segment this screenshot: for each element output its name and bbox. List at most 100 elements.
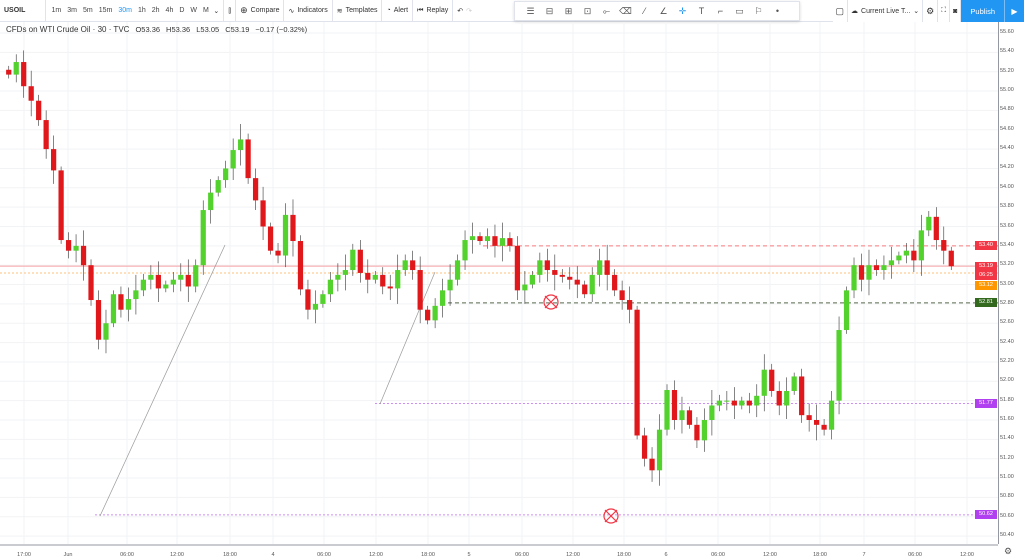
expand-icon: ⛶	[941, 7, 947, 14]
right-toolbar: ▢ ☁ Current Live T... ⌄ ⚙ ⛶ ◙ Publish ▶	[832, 0, 1024, 22]
candle-body	[65, 240, 72, 251]
candle-body	[36, 100, 42, 121]
gann-box-icon[interactable]: ⊡	[583, 5, 592, 16]
horizontal-ray-icon[interactable]: ⟜	[602, 5, 611, 16]
timeframe-1h[interactable]: 1h	[137, 7, 146, 14]
parallel-channel-icon[interactable]: ☰	[526, 5, 535, 16]
redo-icon[interactable]: ↷	[466, 7, 472, 15]
candle-body	[686, 410, 693, 425]
price-tick: 53.80	[1000, 203, 1014, 210]
price-chart[interactable]	[0, 22, 998, 544]
timeframe-4h[interactable]: 4h	[165, 7, 174, 14]
time-tick: 7	[862, 552, 866, 558]
candle-body	[813, 420, 820, 425]
candle-body	[88, 265, 94, 301]
candle-body	[529, 274, 535, 285]
candle-body	[163, 284, 169, 289]
chart-type-button[interactable]: ⫾	[224, 0, 237, 22]
timeframe-1m[interactable]: 1m	[51, 7, 62, 14]
price-tick: 55.00	[1000, 87, 1014, 94]
candle-body	[432, 305, 438, 321]
play-button[interactable]: ▶	[1004, 0, 1024, 22]
time-tick: 18:00	[617, 552, 631, 558]
templates-button[interactable]: ≋ Templates	[333, 0, 383, 22]
candle-body	[694, 424, 700, 441]
legend-open: O53.36	[135, 25, 161, 34]
timeframe-M[interactable]: M	[203, 7, 209, 14]
candle-body	[148, 274, 154, 280]
candle-body	[140, 279, 147, 291]
undo-icon[interactable]: ↶	[457, 7, 464, 15]
candle-body	[51, 149, 57, 171]
candle-body	[380, 274, 386, 287]
time-tick: 06:00	[711, 552, 725, 558]
dot-icon[interactable]: •	[775, 6, 780, 16]
settings-button[interactable]: ⚙	[923, 0, 939, 22]
timeframe-D[interactable]: D	[179, 7, 185, 14]
candle-body	[634, 309, 640, 436]
timeframe-W[interactable]: W	[190, 7, 198, 14]
legend-close: C53.19	[225, 25, 250, 34]
eraser-icon[interactable]: ⌫	[619, 5, 632, 16]
axis-settings-icon[interactable]: ⚙	[1004, 546, 1013, 556]
candle-body	[95, 300, 102, 340]
timeframe-3m[interactable]: 3m	[67, 7, 77, 14]
legend-title[interactable]: CFDs on WTI Crude Oil · 30 · TVC	[6, 25, 130, 34]
pitchfork-icon[interactable]: ∠	[659, 5, 668, 16]
price-tick: 53.40	[1000, 241, 1014, 248]
candle-body	[13, 62, 19, 75]
fib-icon[interactable]: ⊟	[545, 5, 554, 16]
timeframe-5m[interactable]: 5m	[82, 7, 93, 14]
time-tick: 5	[467, 552, 471, 558]
candle-body	[200, 210, 206, 266]
price-axis[interactable]	[998, 22, 1024, 544]
price-tag: 52.81	[975, 298, 997, 308]
timeframe-15m[interactable]: 15m	[98, 7, 113, 14]
compare-button[interactable]: ⊕ Compare	[236, 0, 285, 22]
candle-body	[223, 168, 229, 181]
price-tick: 55.40	[1000, 48, 1014, 55]
time-tick: 06:00	[317, 552, 331, 558]
chevron-down-icon[interactable]: ⌄	[213, 7, 220, 15]
candle-body	[731, 400, 737, 406]
layout-menu[interactable]: ☁ Current Live T... ⌄	[848, 0, 924, 22]
symbol-search[interactable]: USOIL	[0, 0, 46, 22]
time-tick: 06:00	[908, 552, 922, 558]
price-tick: 53.60	[1000, 222, 1014, 229]
price-tick: 53.00	[1000, 280, 1014, 287]
alert-label: Alert	[393, 7, 409, 14]
fullscreen-rect-button[interactable]: ▢	[833, 0, 849, 22]
snapshot-button[interactable]: ◙	[950, 0, 962, 22]
time-tick: 12:00	[369, 552, 383, 558]
trendline-icon[interactable]: ⁄	[643, 6, 646, 16]
callout-icon[interactable]: ⌐	[717, 6, 724, 16]
price-tag: 06:25	[975, 271, 997, 281]
candle-body	[656, 429, 663, 471]
indicators-button[interactable]: ∿ Indicators	[284, 0, 333, 22]
timeframe-30m[interactable]: 30m	[118, 7, 132, 14]
trend-line	[99, 244, 226, 517]
candles-icon: ⫾	[228, 5, 232, 15]
replay-button[interactable]: ⏮ Replay	[413, 0, 454, 22]
flag-icon[interactable]: ⚐	[754, 5, 763, 16]
text-icon[interactable]: T	[698, 6, 705, 16]
candle-body	[417, 270, 423, 310]
candle-body	[873, 265, 880, 271]
comment-icon[interactable]: ▭	[735, 5, 744, 16]
publish-button[interactable]: Publish	[961, 0, 1004, 22]
time-axis[interactable]: 17:00 Jun 06:00 12:00 18:00 4 06:00 12:00 18:00 5…	[0, 544, 998, 559]
alert-button[interactable]: ◔ Alert	[382, 0, 414, 22]
fullscreen-button[interactable]: ⛶	[938, 0, 951, 22]
replay-icon: ⏮	[417, 6, 424, 14]
candle-body	[739, 400, 745, 406]
symbol-label: USOIL	[4, 7, 26, 14]
price-tick: 51.20	[1000, 454, 1014, 461]
time-tick: 12:00	[566, 552, 580, 558]
price-tick: 52.80	[1000, 299, 1014, 306]
crosshair-icon[interactable]: ✛	[678, 5, 687, 16]
fib-ext-icon[interactable]: ⊞	[564, 5, 573, 16]
timeframe-2h[interactable]: 2h	[151, 7, 160, 14]
candle-body	[941, 240, 947, 251]
candle-body	[335, 274, 341, 280]
candle-body	[28, 86, 34, 101]
